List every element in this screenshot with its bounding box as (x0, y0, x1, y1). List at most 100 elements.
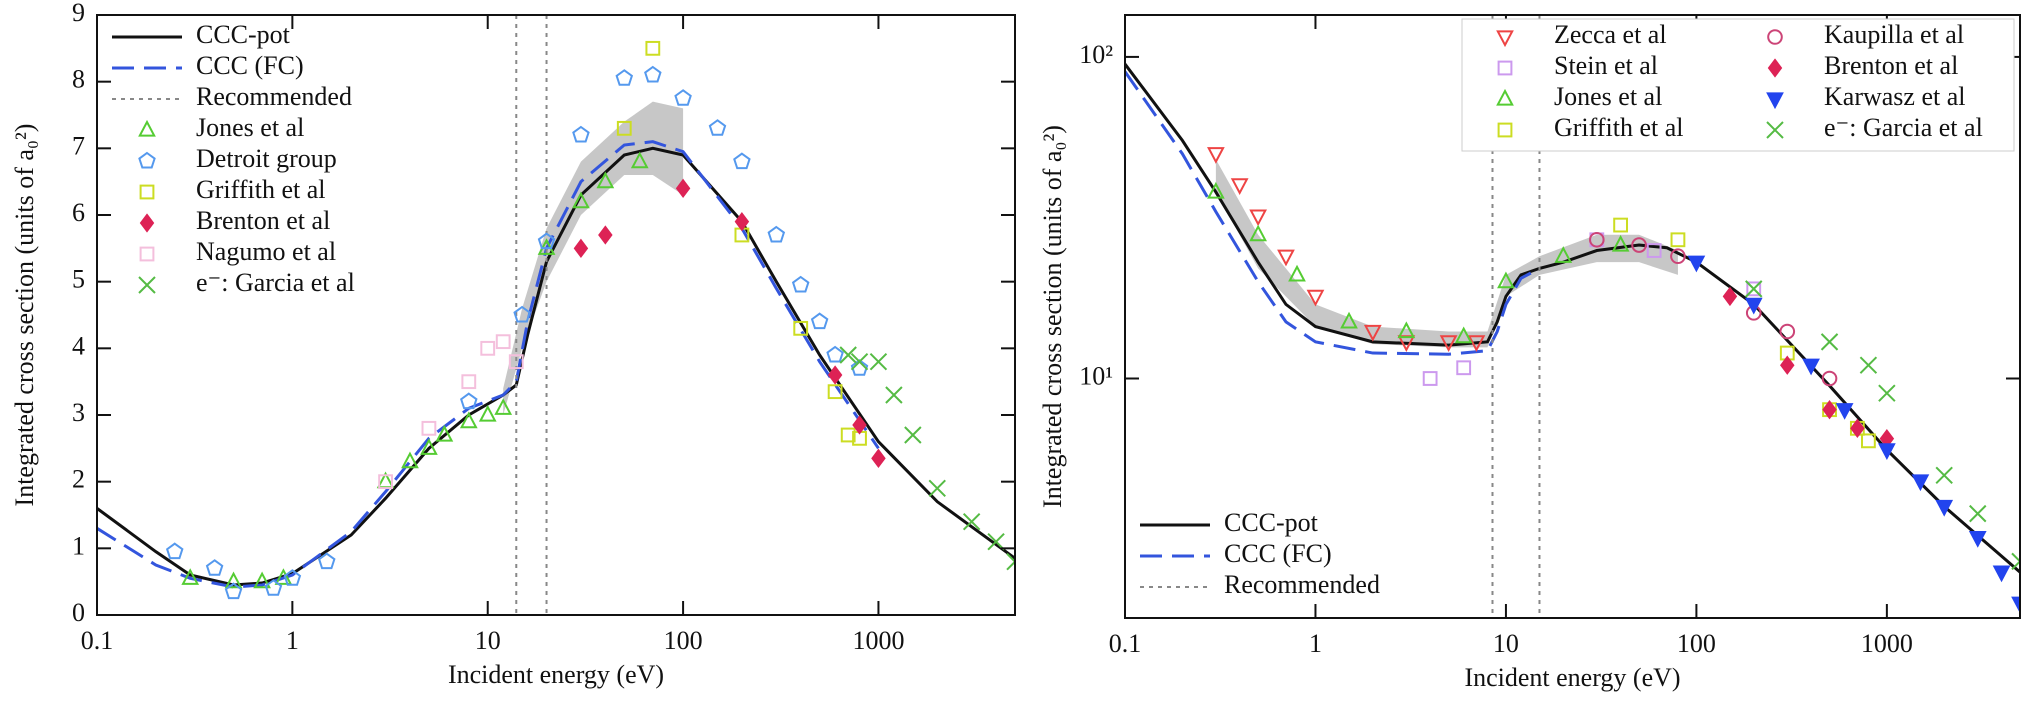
marker (1722, 286, 1738, 307)
marker (1439, 335, 1458, 352)
y-tick-label: 7 (72, 131, 85, 160)
marker (1820, 333, 1839, 351)
marker (1454, 326, 1473, 344)
marker (317, 552, 336, 570)
legend-marker (139, 184, 155, 200)
marker (283, 569, 302, 586)
legend-label: Griffith et al (196, 175, 325, 204)
marker (1249, 224, 1267, 242)
legend-label: Brenton et al (196, 206, 330, 235)
marker (495, 334, 511, 350)
marker (253, 571, 271, 589)
marker (791, 275, 810, 293)
marker (1780, 355, 1795, 375)
marker (1288, 264, 1306, 282)
marker (615, 69, 634, 86)
marker (1363, 324, 1382, 342)
legend-label: Jones et al (1554, 82, 1662, 111)
marker (1277, 249, 1295, 267)
marker (2011, 552, 2020, 571)
marker (1230, 178, 1249, 196)
marker (645, 40, 661, 56)
marker (962, 512, 981, 531)
marker (572, 125, 590, 143)
x-axis-label: Incident energy (eV) (448, 660, 664, 689)
marker (734, 212, 750, 232)
legend-label: e⁻: Garcia et al (196, 268, 355, 297)
legend-label: Karwasz et al (1824, 82, 1965, 111)
marker (1935, 499, 1954, 517)
marker (1207, 181, 1225, 199)
y-tick-label: 2 (72, 465, 85, 494)
marker (885, 386, 903, 404)
marker (596, 171, 615, 189)
marker (1467, 335, 1486, 352)
marker (478, 404, 497, 422)
legend-label: Griffith et al (1554, 113, 1683, 142)
marker (1006, 552, 1015, 571)
marker (598, 225, 613, 245)
legend-marker (139, 213, 155, 233)
legend-label: CCC (FC) (1224, 539, 1332, 568)
marker (850, 359, 869, 376)
y-tick-label: 10¹ (1079, 361, 1113, 390)
marker (852, 415, 867, 435)
legend-label: Stein et al (1554, 51, 1658, 80)
marker (1497, 271, 1515, 289)
x-tick-label: 1000 (1861, 629, 1913, 658)
y-axis-label: Integrated cross section (units of a₀²) (1038, 125, 1067, 508)
legend-box (1461, 18, 2015, 152)
marker (459, 411, 478, 429)
legend-marker (1496, 30, 1514, 48)
marker (1397, 321, 1416, 339)
marker (675, 178, 691, 198)
legend-label: Detroit group (196, 144, 337, 173)
legend-marker (1767, 58, 1783, 78)
y-tick-label: 6 (72, 198, 85, 227)
marker (1422, 371, 1438, 386)
legend-marker (1497, 60, 1513, 76)
legend-label: Recommended (1224, 570, 1380, 599)
marker (869, 352, 888, 371)
series-line (1125, 70, 1541, 356)
y-tick-label: 8 (72, 65, 85, 94)
plot-area (97, 15, 1015, 615)
x-tick-label: 1 (286, 626, 299, 655)
x-tick-label: 1000 (852, 626, 904, 655)
legend-label: Nagumo et al (196, 237, 336, 266)
marker (904, 426, 922, 444)
legend-marker (138, 119, 156, 137)
legend-marker (1496, 88, 1514, 106)
marker (378, 474, 393, 490)
x-tick-label: 100 (664, 626, 703, 655)
marker (205, 559, 224, 576)
marker (1611, 234, 1630, 252)
marker (1911, 474, 1930, 492)
marker (1456, 360, 1472, 376)
y-tick-label: 10² (1079, 40, 1113, 69)
legend-marker (138, 151, 156, 169)
marker (1207, 147, 1225, 164)
marker (1744, 297, 1763, 315)
marker (644, 65, 662, 83)
marker (1554, 246, 1573, 263)
marker (224, 582, 243, 600)
x-tick-label: 10 (1493, 629, 1519, 658)
legend-marker (138, 276, 156, 294)
marker (1589, 231, 1605, 248)
marker (1745, 280, 1763, 298)
marker (1746, 281, 1762, 297)
marker (1878, 384, 1896, 402)
marker (1779, 323, 1796, 340)
marker (573, 238, 589, 259)
marker (850, 352, 869, 371)
legend-label: Jones et al (196, 113, 304, 142)
legend-label: Brenton et al (1824, 51, 1958, 80)
marker (537, 232, 556, 250)
legend-label: CCC (FC) (196, 51, 304, 80)
marker (839, 346, 857, 364)
marker (827, 365, 843, 385)
marker (1670, 232, 1686, 248)
marker (572, 191, 590, 209)
